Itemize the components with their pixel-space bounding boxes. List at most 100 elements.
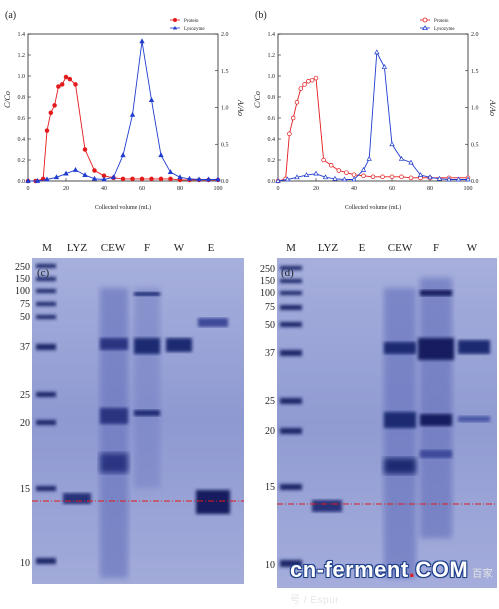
data-point-lysozyme-b — [275, 177, 281, 183]
data-point-lysozyme-b — [381, 64, 388, 69]
data-point-lysozyme-b — [341, 176, 348, 182]
y2-axis-label-a: A/Ao — [236, 99, 245, 116]
y-tick-label-b: 1.2 — [268, 53, 276, 59]
y2-tick-label-a: 1.5 — [221, 69, 229, 75]
marker-band-c — [36, 302, 56, 306]
data-point-protein-b — [389, 174, 395, 180]
series-line-lysozyme-a — [28, 41, 218, 182]
data-point-lysozyme-b — [366, 155, 372, 161]
marker-band-c — [36, 315, 56, 319]
data-point-lysozyme-b — [303, 172, 310, 177]
panel-label-c: (c) — [37, 267, 50, 279]
cew-band-d — [384, 342, 416, 354]
data-point-protein-b — [302, 82, 307, 87]
y2-tick-label-a: 0.5 — [221, 142, 229, 148]
y-tick-label-a: 0.8 — [18, 95, 26, 101]
data-point-protein-b — [336, 168, 342, 173]
series-line-lysozyme-b — [277, 50, 468, 182]
data-point-protein-b — [361, 173, 366, 179]
y-tick-label-b: 0.8 — [268, 95, 276, 101]
f-lane-c — [134, 288, 160, 488]
data-point-lysozyme-b — [351, 176, 357, 182]
f-band-d — [420, 290, 452, 296]
data-point-protein-a — [59, 82, 65, 87]
f-lane-d — [418, 278, 454, 538]
marker-label-10-d: 10 — [265, 560, 275, 571]
data-point-lysozyme-a — [110, 174, 117, 180]
legend-marker-lysozyme-a — [172, 26, 178, 30]
f-band-d — [420, 450, 452, 458]
data-point-lysozyme-a — [120, 152, 126, 158]
legend-label-lysozyme-a: Lysozyme — [184, 27, 205, 32]
marker-band-d — [280, 266, 302, 270]
data-point-lysozyme-a — [101, 176, 107, 182]
e-lane-c — [196, 318, 230, 514]
f-band-d — [420, 414, 452, 426]
cew-smear-d — [384, 288, 416, 578]
data-point-protein-a — [63, 74, 69, 80]
y-axis-label-a: C/Co — [3, 91, 12, 108]
data-point-lysozyme-b — [446, 176, 452, 182]
marker-band-c — [36, 264, 56, 268]
series-line-protein-a — [28, 76, 218, 182]
legend-marker-protein-a — [173, 18, 177, 22]
data-point-protein-b — [344, 170, 349, 175]
lane-label-m-c: M — [42, 242, 52, 254]
lane-label-w-c: W — [174, 242, 185, 254]
data-point-protein-b — [328, 163, 334, 168]
marker-label-50-d: 50 — [265, 320, 275, 331]
data-point-protein-a — [73, 82, 78, 87]
gel-panel-d: M LYZ E CEW F W (d) 250 150 100 75 50 37… — [260, 242, 497, 588]
data-point-protein-a — [92, 168, 97, 173]
y2-tick-label-b: 2.0 — [471, 32, 479, 38]
legend-label-protein-b: Protein — [434, 19, 449, 24]
x-tick-label-a: 0 — [27, 186, 30, 192]
data-point-lysozyme-a — [215, 176, 221, 182]
e-band-c — [198, 318, 228, 327]
data-point-protein-a — [56, 84, 61, 89]
data-point-lysozyme-a — [91, 175, 98, 181]
data-point-lysozyme-a — [205, 176, 212, 182]
f-band-d — [418, 338, 454, 360]
y-tick-label-a: 1.0 — [18, 74, 26, 80]
marker-lane-c — [36, 264, 56, 564]
plot-frame-a — [27, 33, 219, 182]
data-point-protein-b — [298, 86, 304, 91]
marker-band-d — [280, 484, 302, 490]
data-point-lysozyme-b — [417, 172, 424, 177]
w-band-d — [458, 416, 490, 422]
marker-label-25-c: 25 — [20, 390, 30, 401]
f-band-c — [134, 338, 160, 354]
lane-label-f-d: F — [433, 242, 439, 254]
data-point-protein-b — [313, 75, 319, 81]
legend-b: Protein Lysozyme — [420, 17, 455, 32]
cew-lane-d — [384, 288, 416, 578]
y-tick-label-b: 0.4 — [268, 137, 276, 143]
w-lane-d — [458, 340, 490, 422]
data-point-protein-a — [130, 176, 135, 182]
y2-tick-label-b: 0.0 — [471, 179, 479, 185]
f-band-c — [134, 292, 160, 296]
watermark-suffix: COM — [415, 557, 469, 582]
data-point-lysozyme-a — [177, 174, 183, 180]
y2-tick-label-a: 0.0 — [221, 179, 229, 185]
data-point-protein-b — [294, 99, 300, 105]
marker-label-25-d: 25 — [265, 396, 275, 407]
data-point-protein-b — [309, 77, 315, 83]
legend-marker-lysozyme-b — [422, 25, 428, 30]
marker-band-c — [36, 392, 56, 397]
marker-label-20-c: 20 — [20, 418, 30, 429]
chart-panel-a: (a) C/Co A/Ao Collected volume (mL) Prot… — [3, 10, 245, 211]
w-band-c — [166, 338, 192, 352]
y-tick-label-b: 1.0 — [268, 74, 276, 80]
lane-label-lyz-c: LYZ — [67, 242, 88, 254]
cew-lane-c — [100, 288, 128, 578]
data-point-lysozyme-b — [465, 176, 471, 182]
x-tick-label-b: 20 — [313, 186, 319, 192]
x-tick-label-b: 80 — [427, 186, 433, 192]
panel-label-b: (b) — [255, 10, 267, 21]
y2-tick-label-b: 1.0 — [471, 106, 479, 112]
marker-band-d — [280, 560, 302, 567]
e-band-c — [196, 490, 230, 514]
x-tick-label-b: 40 — [351, 186, 357, 192]
